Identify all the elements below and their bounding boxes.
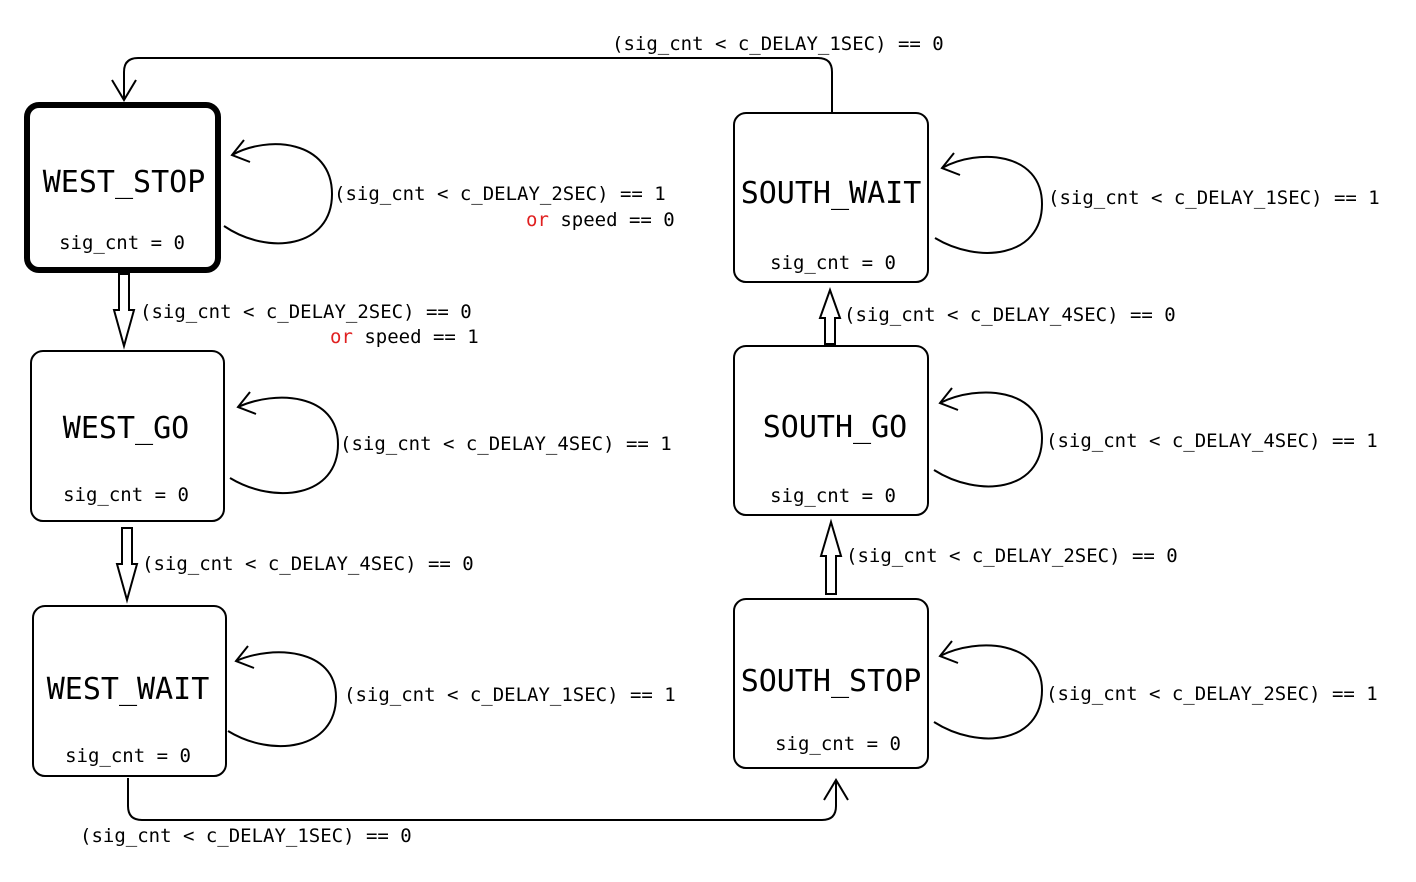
state-west-stop: WEST_STOP sig_cnt = 0	[24, 102, 221, 273]
label-west-stop-loop-line2: or speed == 0	[526, 209, 675, 231]
label-west-stop-to-go-line2: or speed == 1	[330, 326, 479, 348]
self-loop-south-go: (sig_cnt < c_DELAY_4SEC) == 1	[933, 387, 1378, 488]
state-action: sig_cnt = 0	[63, 484, 189, 506]
transition-south-go-to-wait: (sig_cnt < c_DELAY_4SEC) == 0	[818, 287, 1176, 345]
label-west-wait-to-south-stop: (sig_cnt < c_DELAY_1SEC) == 0	[80, 825, 412, 847]
label-west-go-loop: (sig_cnt < c_DELAY_4SEC) == 1	[340, 433, 672, 455]
state-south-stop: SOUTH_STOP sig_cnt = 0	[733, 598, 929, 769]
state-action: sig_cnt = 0	[770, 252, 896, 274]
label-west-stop-to-go-line2-rest: speed == 1	[353, 326, 479, 348]
state-name: SOUTH_WAIT	[741, 176, 922, 211]
transition-south-stop-to-go: (sig_cnt < c_DELAY_2SEC) == 0	[819, 518, 1178, 595]
transition-south-wait-to-west-stop: (sig_cnt < c_DELAY_1SEC) == 0	[111, 33, 944, 112]
state-name: WEST_WAIT	[47, 672, 210, 707]
state-name: SOUTH_GO	[763, 410, 908, 445]
self-loop-west-stop: (sig_cnt < c_DELAY_2SEC) == 1 or speed =…	[223, 139, 675, 245]
self-loop-west-wait: (sig_cnt < c_DELAY_1SEC) == 1	[227, 645, 676, 748]
transition-west-stop-to-go: (sig_cnt < c_DELAY_2SEC) == 0 or speed =…	[112, 273, 479, 350]
label-south-stop-to-go: (sig_cnt < c_DELAY_2SEC) == 0	[846, 545, 1178, 567]
state-name: WEST_GO	[63, 411, 189, 446]
state-south-go: SOUTH_GO sig_cnt = 0	[733, 345, 929, 516]
label-west-stop-loop-line2-rest: speed == 0	[549, 209, 675, 231]
label-west-stop-to-go-line1: (sig_cnt < c_DELAY_2SEC) == 0	[140, 301, 472, 323]
state-action: sig_cnt = 0	[775, 733, 901, 755]
label-west-wait-loop: (sig_cnt < c_DELAY_1SEC) == 1	[344, 684, 676, 706]
self-loop-south-stop: (sig_cnt < c_DELAY_2SEC) == 1	[933, 640, 1378, 740]
label-south-wait-to-west-stop: (sig_cnt < c_DELAY_1SEC) == 0	[612, 33, 944, 55]
state-name: WEST_STOP	[43, 165, 206, 200]
state-west-wait: WEST_WAIT sig_cnt = 0	[32, 605, 227, 777]
self-loop-south-wait: (sig_cnt < c_DELAY_1SEC) == 1	[934, 152, 1380, 254]
label-south-go-to-wait: (sig_cnt < c_DELAY_4SEC) == 0	[844, 304, 1176, 326]
self-loop-west-go: (sig_cnt < c_DELAY_4SEC) == 1	[229, 391, 672, 495]
label-west-stop-loop-line1: (sig_cnt < c_DELAY_2SEC) == 1	[334, 183, 666, 205]
state-action: sig_cnt = 0	[59, 232, 185, 254]
transition-west-wait-to-south-stop: (sig_cnt < c_DELAY_1SEC) == 0	[80, 778, 849, 847]
state-action: sig_cnt = 0	[65, 745, 191, 767]
state-west-go: WEST_GO sig_cnt = 0	[30, 350, 225, 522]
label-south-stop-loop: (sig_cnt < c_DELAY_2SEC) == 1	[1046, 683, 1378, 705]
keyword-or: or	[526, 209, 549, 231]
keyword-or: or	[330, 326, 353, 348]
state-action: sig_cnt = 0	[770, 485, 896, 507]
state-name: SOUTH_STOP	[741, 664, 922, 699]
label-south-go-loop: (sig_cnt < c_DELAY_4SEC) == 1	[1046, 430, 1378, 452]
label-west-go-to-wait: (sig_cnt < c_DELAY_4SEC) == 0	[142, 553, 474, 575]
state-south-wait: SOUTH_WAIT sig_cnt = 0	[733, 112, 929, 283]
label-south-wait-loop: (sig_cnt < c_DELAY_1SEC) == 1	[1048, 187, 1380, 209]
transition-west-go-to-wait: (sig_cnt < c_DELAY_4SEC) == 0	[115, 527, 474, 604]
